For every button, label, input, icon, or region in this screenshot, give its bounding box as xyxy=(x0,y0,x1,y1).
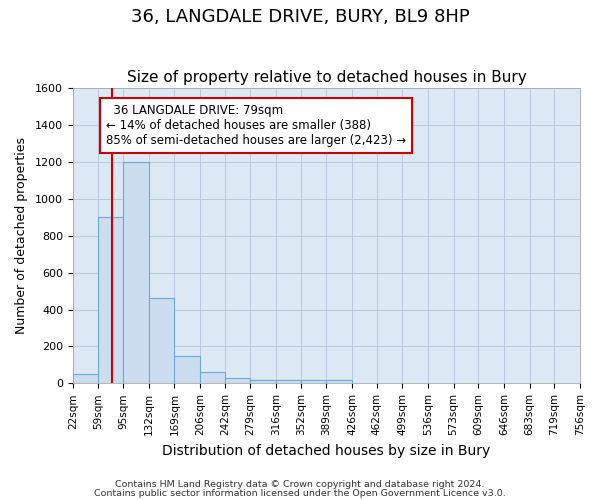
Bar xyxy=(301,380,326,384)
Bar xyxy=(149,298,175,384)
Text: 36, LANGDALE DRIVE, BURY, BL9 8HP: 36, LANGDALE DRIVE, BURY, BL9 8HP xyxy=(131,8,469,26)
Bar xyxy=(175,356,200,384)
Bar xyxy=(326,380,352,384)
X-axis label: Distribution of detached houses by size in Bury: Distribution of detached houses by size … xyxy=(162,444,491,458)
Bar xyxy=(276,380,301,384)
Bar xyxy=(200,372,225,384)
Text: Contains public sector information licensed under the Open Government Licence v3: Contains public sector information licen… xyxy=(94,488,506,498)
Y-axis label: Number of detached properties: Number of detached properties xyxy=(15,137,28,334)
Text: Contains HM Land Registry data © Crown copyright and database right 2024.: Contains HM Land Registry data © Crown c… xyxy=(115,480,485,489)
Bar xyxy=(250,380,276,384)
Bar xyxy=(98,217,123,384)
Text: 36 LANGDALE DRIVE: 79sqm
← 14% of detached houses are smaller (388)
85% of semi-: 36 LANGDALE DRIVE: 79sqm ← 14% of detach… xyxy=(106,104,406,148)
Bar xyxy=(73,374,98,384)
Bar xyxy=(123,162,149,384)
Title: Size of property relative to detached houses in Bury: Size of property relative to detached ho… xyxy=(127,70,526,86)
Bar xyxy=(225,378,250,384)
